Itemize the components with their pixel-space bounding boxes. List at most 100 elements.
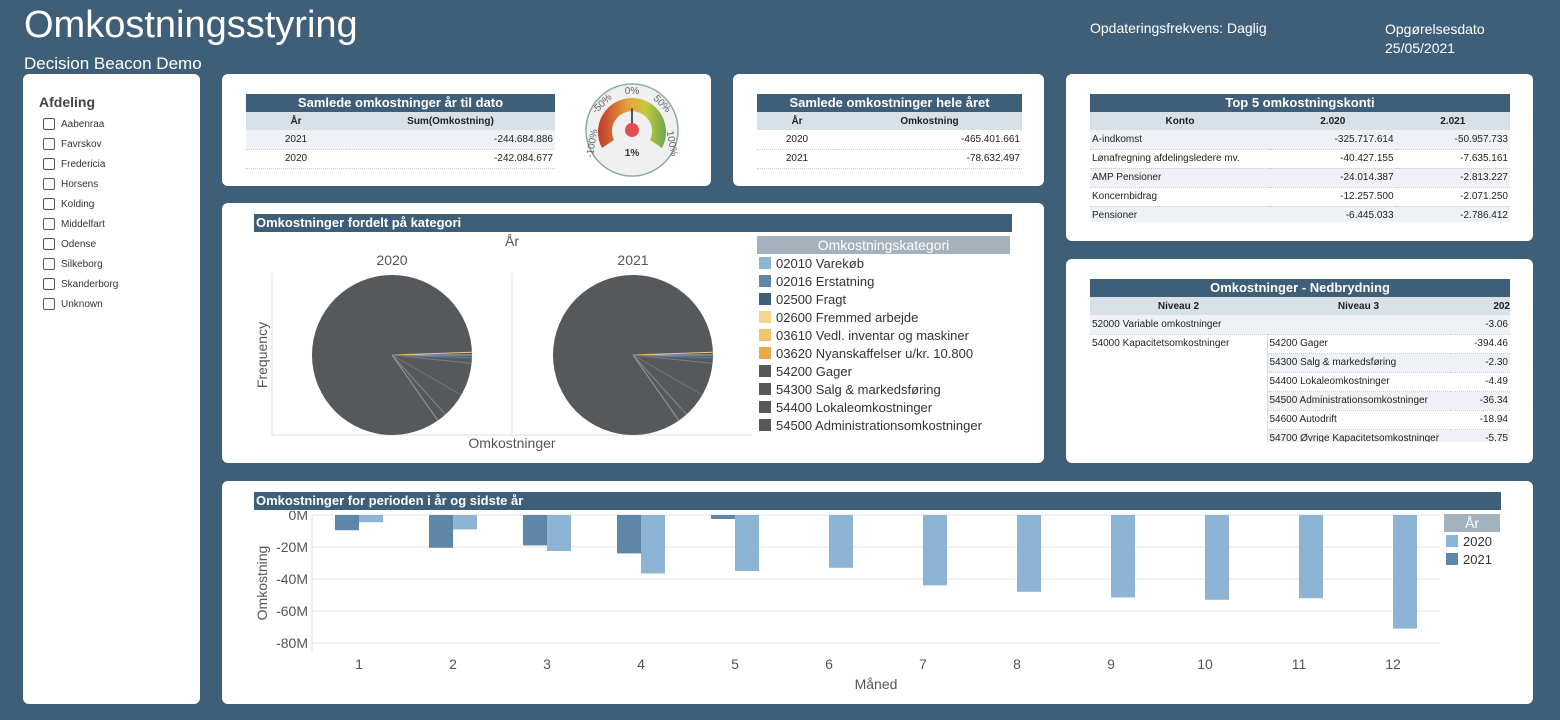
pie-slice[interactable] bbox=[632, 354, 680, 421]
legend-item[interactable]: 02500 Fragt bbox=[759, 290, 1010, 308]
pie-ylabel: Frequency bbox=[254, 322, 270, 388]
bar-2021-month-1[interactable] bbox=[335, 515, 359, 531]
legend-item[interactable]: 02600 Fremmed arbejde bbox=[759, 308, 1010, 326]
legend-item[interactable]: 03620 Nyanskaffelser u/kr. 10.800 bbox=[759, 344, 1010, 362]
legend-item[interactable]: 54200 Gager bbox=[759, 362, 1010, 380]
ytd-table: År Sum(Omkostning) 2021 -244.684.886 202… bbox=[246, 112, 555, 169]
department-label: Unknown bbox=[61, 298, 103, 310]
checkbox-icon[interactable] bbox=[43, 258, 55, 270]
checkbox-icon[interactable] bbox=[43, 298, 55, 310]
bar-2020-month-5[interactable] bbox=[735, 515, 759, 571]
checkbox-icon[interactable] bbox=[43, 158, 55, 170]
gauge-tick: 100% bbox=[664, 130, 679, 157]
bar-2020-month-4[interactable] bbox=[641, 515, 665, 574]
pie-slice[interactable] bbox=[391, 354, 446, 415]
breakdown-table: Niveau 2 Niveau 3 202 52000 Variable omk… bbox=[1090, 297, 1510, 442]
pie-slice[interactable] bbox=[391, 351, 472, 356]
legend-item[interactable]: 03610 Vedl. inventar og maskiner bbox=[759, 326, 1010, 344]
bar-2020-month-2[interactable] bbox=[453, 515, 477, 530]
bar-2020-month-7[interactable] bbox=[923, 515, 947, 586]
department-list: Aabenraa Favrskov Fredericia Horsens Kolding… bbox=[43, 114, 118, 314]
pie-slice[interactable] bbox=[391, 354, 462, 396]
legend-item[interactable]: 54500 Administrationsomkostninger bbox=[759, 416, 1010, 434]
table-row: AMP Pensioner -24.014.387 -2.813.227 bbox=[1090, 168, 1510, 188]
gauge-hub bbox=[625, 123, 639, 137]
facet-year-2020: 2020 bbox=[376, 252, 407, 268]
monthly-panel: Omkostninger for perioden i år og sidste… bbox=[222, 481, 1533, 704]
top5-konto: Koncernbidrag bbox=[1090, 187, 1270, 207]
breakdown-val: -394.46 bbox=[1450, 334, 1510, 354]
department-label: Middelfart bbox=[61, 218, 105, 230]
bar-2020-month-1[interactable] bbox=[359, 515, 383, 523]
legend-label: 2020 bbox=[1463, 533, 1492, 549]
table-row: 54700 Øvrige Kapacitetsomkostninger -5.75 bbox=[1090, 429, 1510, 442]
breakdown-val: -2.30 bbox=[1450, 353, 1510, 373]
bar-2020-month-6[interactable] bbox=[829, 515, 853, 568]
gauge-tick: 0% bbox=[625, 86, 640, 97]
checkbox-icon[interactable] bbox=[43, 178, 55, 190]
table-row: 2020 -242.084.677 bbox=[246, 149, 555, 169]
legend-item[interactable]: 02010 Varekøb bbox=[759, 254, 1010, 272]
bar-2021-month-3[interactable] bbox=[523, 515, 547, 546]
full-year-col-year: År bbox=[757, 112, 837, 130]
department-checkbox-unknown[interactable]: Unknown bbox=[43, 294, 118, 314]
checkbox-icon[interactable] bbox=[43, 138, 55, 150]
breakdown-val: -36.34 bbox=[1450, 391, 1510, 411]
pie-slice[interactable] bbox=[391, 354, 439, 421]
checkbox-icon[interactable] bbox=[43, 238, 55, 250]
legend-item[interactable]: 54400 Lokaleomkostninger bbox=[759, 398, 1010, 416]
legend-label: 54200 Gager bbox=[776, 363, 852, 379]
department-checkbox-kolding[interactable]: Kolding bbox=[43, 194, 118, 214]
department-label: Skanderborg bbox=[61, 278, 119, 290]
pie-slice[interactable] bbox=[632, 351, 713, 356]
bar-2020-month-3[interactable] bbox=[547, 515, 571, 551]
legend-item[interactable]: 54300 Salg & markedsføring bbox=[759, 380, 1010, 398]
pie-slice[interactable] bbox=[391, 354, 472, 364]
pie-slice[interactable] bbox=[391, 354, 472, 359]
bar-2020-month-9[interactable] bbox=[1111, 515, 1135, 598]
legend-item[interactable]: 2021 bbox=[1446, 550, 1500, 568]
gauge-tick: -100% bbox=[585, 128, 601, 158]
legend-label: 02600 Fremmed arbejde bbox=[776, 309, 919, 325]
pie-slice[interactable] bbox=[632, 354, 687, 415]
legend-label: 03610 Vedl. inventar og maskiner bbox=[776, 327, 969, 343]
legend-item[interactable]: 02016 Erstatning bbox=[759, 272, 1010, 290]
checkbox-icon[interactable] bbox=[43, 118, 55, 130]
pie-slice[interactable] bbox=[632, 354, 713, 359]
legend-swatch bbox=[759, 383, 771, 395]
department-checkbox-middelfart[interactable]: Middelfart bbox=[43, 214, 118, 234]
department-checkbox-silkeborg[interactable]: Silkeborg bbox=[43, 254, 118, 274]
department-checkbox-horsens[interactable]: Horsens bbox=[43, 174, 118, 194]
checkbox-icon[interactable] bbox=[43, 218, 55, 230]
pie-slice[interactable] bbox=[632, 354, 703, 396]
breakdown-col-n3: Niveau 3 bbox=[1267, 297, 1450, 315]
gauge-value: 1% bbox=[625, 148, 640, 159]
table-row: 54000 Kapacitetsomkostninger 54200 Gager -… bbox=[1090, 334, 1510, 354]
breakdown-n3: 54600 Autodrift bbox=[1266, 410, 1450, 430]
bar-2020-month-8[interactable] bbox=[1017, 515, 1041, 592]
department-checkbox-odense[interactable]: Odense bbox=[43, 234, 118, 254]
x-tick-label: 9 bbox=[1107, 656, 1115, 672]
department-checkbox-favrskov[interactable]: Favrskov bbox=[43, 134, 118, 154]
breakdown-n3: 54700 Øvrige Kapacitetsomkostninger bbox=[1266, 429, 1450, 442]
department-checkbox-aabenraa[interactable]: Aabenraa bbox=[43, 114, 118, 134]
bar-2021-month-4[interactable] bbox=[617, 515, 641, 554]
bar-2021-month-2[interactable] bbox=[429, 515, 453, 548]
department-filter-title: Afdeling bbox=[39, 94, 95, 110]
breakdown-n2 bbox=[1090, 372, 1267, 391]
x-tick-label: 5 bbox=[731, 656, 739, 672]
checkbox-icon[interactable] bbox=[43, 278, 55, 290]
checkbox-icon[interactable] bbox=[43, 198, 55, 210]
legend-item[interactable]: 2020 bbox=[1446, 532, 1500, 550]
pie-slice[interactable] bbox=[632, 354, 713, 364]
monthly-title: Omkostninger for perioden i år og sidste… bbox=[254, 492, 1501, 510]
department-checkbox-skanderborg[interactable]: Skanderborg bbox=[43, 274, 118, 294]
bar-2020-month-11[interactable] bbox=[1299, 515, 1323, 599]
top5-2021: -7.635.161 bbox=[1395, 149, 1510, 169]
bar-2021-month-5[interactable] bbox=[711, 515, 735, 519]
bar-2020-month-10[interactable] bbox=[1205, 515, 1229, 600]
bar-2020-month-12[interactable] bbox=[1393, 515, 1417, 629]
department-checkbox-fredericia[interactable]: Fredericia bbox=[43, 154, 118, 174]
breakdown-n2 bbox=[1090, 429, 1267, 442]
full-year-year: 2020 bbox=[757, 130, 837, 150]
